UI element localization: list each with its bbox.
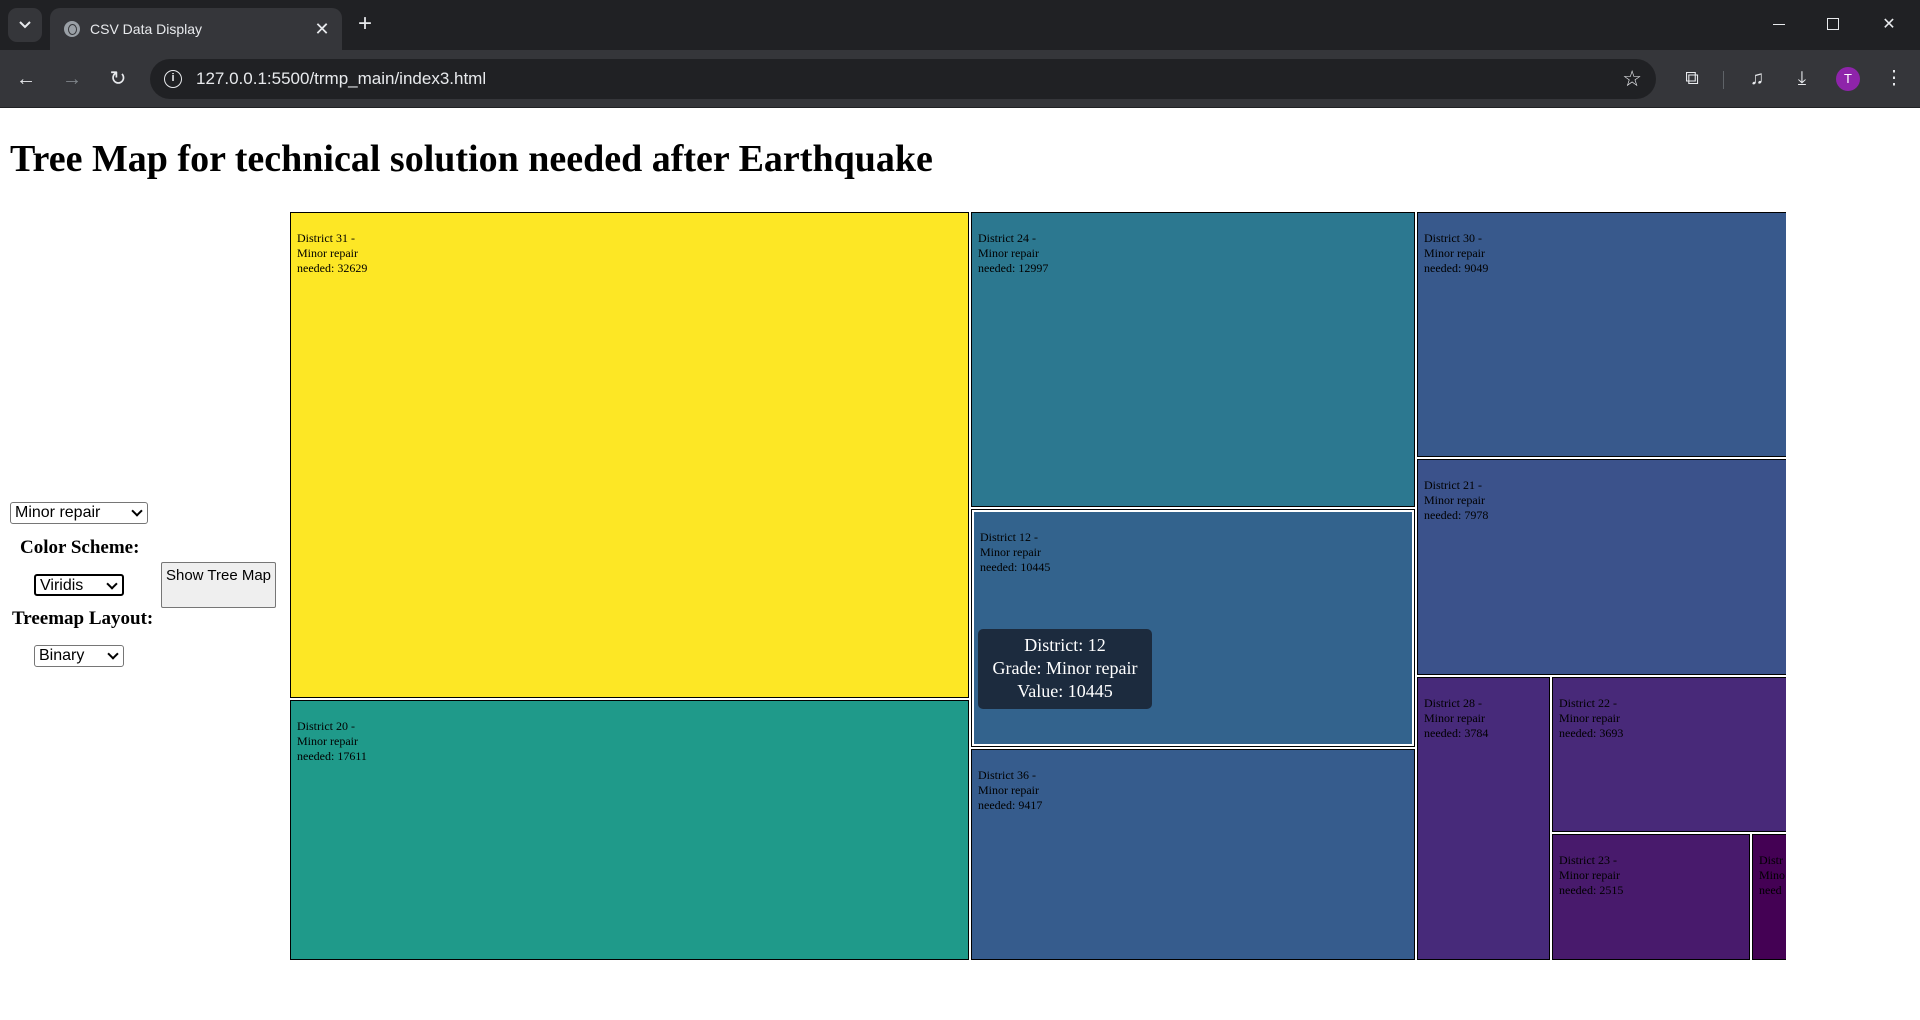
page-title: Tree Map for technical solution needed a…: [10, 137, 933, 181]
chevron-down-icon: [107, 648, 118, 659]
color-scheme-label: Color Scheme:: [20, 537, 139, 559]
treemap-tile[interactable]: District 21 - Minor repair needed: 7978: [1417, 459, 1786, 675]
extensions-icon[interactable]: ⧉: [1676, 63, 1708, 95]
tooltip-value: Value: 10445: [978, 680, 1152, 703]
new-tab-button[interactable]: +: [352, 12, 378, 38]
treemap-tile[interactable]: District 20 - Minor repair needed: 17611: [290, 700, 969, 960]
forward-button[interactable]: →: [56, 63, 88, 95]
treemap-tile-label: District 30 - Minor repair needed: 9049: [1424, 231, 1488, 276]
treemap-tile[interactable]: District 30 - Minor repair needed: 9049: [1417, 212, 1786, 457]
treemap-tile-label: District 12 - Minor repair needed: 10445: [980, 530, 1050, 575]
treemap-tile-label: District 22 - Minor repair needed: 3693: [1559, 696, 1623, 741]
close-tab-icon[interactable]: ✕: [312, 19, 332, 39]
close-window-button[interactable]: ✕: [1866, 0, 1912, 48]
chevron-down-icon: [106, 578, 117, 589]
treemap-tile[interactable]: District 24 - Minor repair needed: 12997: [971, 212, 1415, 507]
treemap-tile-label: District 36 - Minor repair needed: 9417: [978, 768, 1042, 813]
page-viewport: Tree Map for technical solution needed a…: [0, 109, 1920, 1020]
treemap-tile-label: Distr Mino need: [1759, 853, 1785, 898]
treemap-tile[interactable]: District 12 - Minor repair needed: 10445: [971, 509, 1415, 747]
treemap-tile[interactable]: District 28 - Minor repair needed: 3784: [1417, 677, 1550, 960]
treemap-tile-label: District 20 - Minor repair needed: 17611: [297, 719, 367, 764]
site-info-icon[interactable]: i: [164, 70, 182, 88]
treemap-tile[interactable]: District 22 - Minor repair needed: 3693: [1552, 677, 1786, 832]
color-scheme-select[interactable]: Viridis: [34, 574, 124, 596]
profile-avatar[interactable]: T: [1836, 67, 1860, 91]
treemap-tile-label: District 21 - Minor repair needed: 7978: [1424, 478, 1488, 523]
grade-select-value: Minor repair: [15, 504, 100, 521]
browser-tab[interactable]: CSV Data Display ✕: [50, 8, 342, 50]
restore-button[interactable]: [1810, 0, 1856, 48]
treemap-layout-select[interactable]: Binary: [34, 645, 124, 667]
treemap-layout-value: Binary: [39, 647, 84, 664]
treemap-tile-label: District 23 - Minor repair needed: 2515: [1559, 853, 1623, 898]
bookmark-star-icon[interactable]: ☆: [1622, 66, 1642, 92]
tooltip-district: District: 12: [978, 634, 1152, 657]
tab-search-button[interactable]: [8, 8, 42, 42]
browser-titlebar: CSV Data Display ✕ + ✕: [0, 0, 1920, 50]
show-tree-map-button[interactable]: Show Tree Map: [161, 562, 276, 608]
treemap-chart: District 31 - Minor repair needed: 32629…: [290, 212, 1786, 960]
kebab-menu-icon[interactable]: ⋮: [1878, 63, 1910, 95]
reload-button[interactable]: ↻: [102, 63, 134, 95]
treemap-tile[interactable]: District 23 - Minor repair needed: 2515: [1552, 834, 1750, 960]
browser-toolbar: ← → ↻ i 127.0.0.1:5500/trmp_main/index3.…: [0, 50, 1920, 108]
treemap-tile[interactable]: District 36 - Minor repair needed: 9417: [971, 749, 1415, 960]
treemap-tile-label: District 28 - Minor repair needed: 3784: [1424, 696, 1488, 741]
color-scheme-value: Viridis: [40, 577, 83, 594]
download-icon[interactable]: ⤓: [1786, 63, 1818, 95]
tab-title: CSV Data Display: [90, 21, 202, 37]
treemap-tile[interactable]: Distr Mino need: [1752, 834, 1786, 960]
toolbar-divider: [1723, 71, 1724, 89]
treemap-tile-label: District 31 - Minor repair needed: 32629: [297, 231, 367, 276]
media-control-icon[interactable]: ♫: [1741, 63, 1773, 95]
tooltip-grade: Grade: Minor repair: [978, 657, 1152, 680]
treemap-tile-label: District 24 - Minor repair needed: 12997: [978, 231, 1048, 276]
minimize-button[interactable]: [1756, 0, 1802, 48]
globe-icon: [64, 21, 80, 37]
url-text[interactable]: 127.0.0.1:5500/trmp_main/index3.html: [196, 69, 486, 89]
address-bar[interactable]: i 127.0.0.1:5500/trmp_main/index3.html ☆: [150, 59, 1656, 99]
treemap-layout-label: Treemap Layout:: [12, 608, 153, 630]
grade-select[interactable]: Minor repair: [10, 502, 148, 524]
chevron-down-icon: [18, 20, 32, 30]
back-button[interactable]: ←: [10, 63, 42, 95]
treemap-tile[interactable]: District 31 - Minor repair needed: 32629: [290, 212, 969, 698]
tile-tooltip: District: 12 Grade: Minor repair Value: …: [978, 629, 1152, 709]
chevron-down-icon: [131, 505, 142, 516]
